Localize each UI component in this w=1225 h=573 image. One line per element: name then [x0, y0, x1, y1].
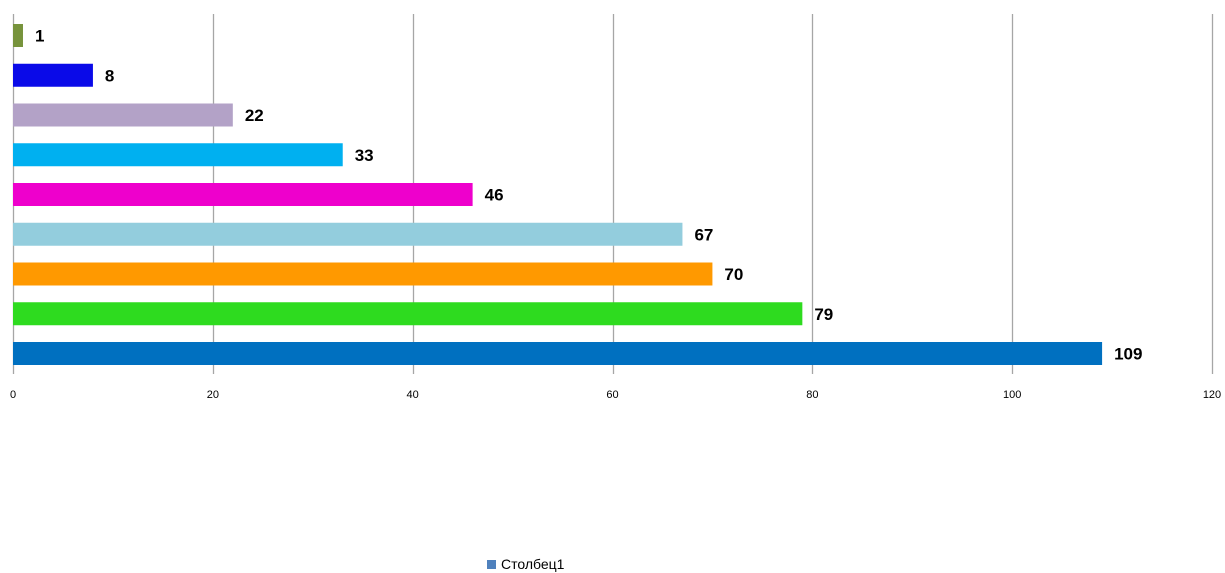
bar-value-label: 33	[355, 146, 374, 165]
legend-swatch	[487, 559, 496, 569]
bar-value-label: 67	[694, 225, 713, 244]
x-tick-label: 40	[407, 389, 419, 401]
x-tick-label: 120	[1203, 389, 1221, 401]
bar	[13, 302, 803, 326]
x-tick-label: 60	[606, 389, 618, 401]
bar	[13, 183, 473, 206]
bars	[13, 24, 1103, 365]
bar-value-label: 46	[485, 186, 504, 205]
bar-value-labels: 1 8 22 33 46 67 70 79 109	[35, 27, 1142, 364]
x-tick-label: 0	[10, 389, 16, 401]
bar	[13, 143, 343, 167]
bar-value-label: 1	[35, 27, 44, 46]
x-tick-label: 100	[1003, 389, 1021, 401]
x-tick-label: 80	[806, 389, 818, 401]
bar-value-label: 22	[245, 106, 264, 125]
bar-value-label: 109	[1114, 345, 1142, 364]
bar	[13, 24, 23, 47]
x-axis-tick-labels: 0 20 40 60 80 100 120	[10, 389, 1221, 401]
legend: Столбец1	[487, 556, 564, 572]
bar	[13, 63, 93, 87]
bar-value-label: 70	[724, 265, 743, 284]
bar	[13, 222, 683, 246]
bar	[13, 103, 233, 127]
bar	[13, 342, 1103, 365]
x-tick-label: 20	[207, 389, 219, 401]
bar-value-label: 8	[105, 66, 114, 85]
bar	[13, 262, 713, 286]
bar-value-label: 79	[814, 305, 833, 324]
legend-label: Столбец1	[501, 556, 565, 572]
